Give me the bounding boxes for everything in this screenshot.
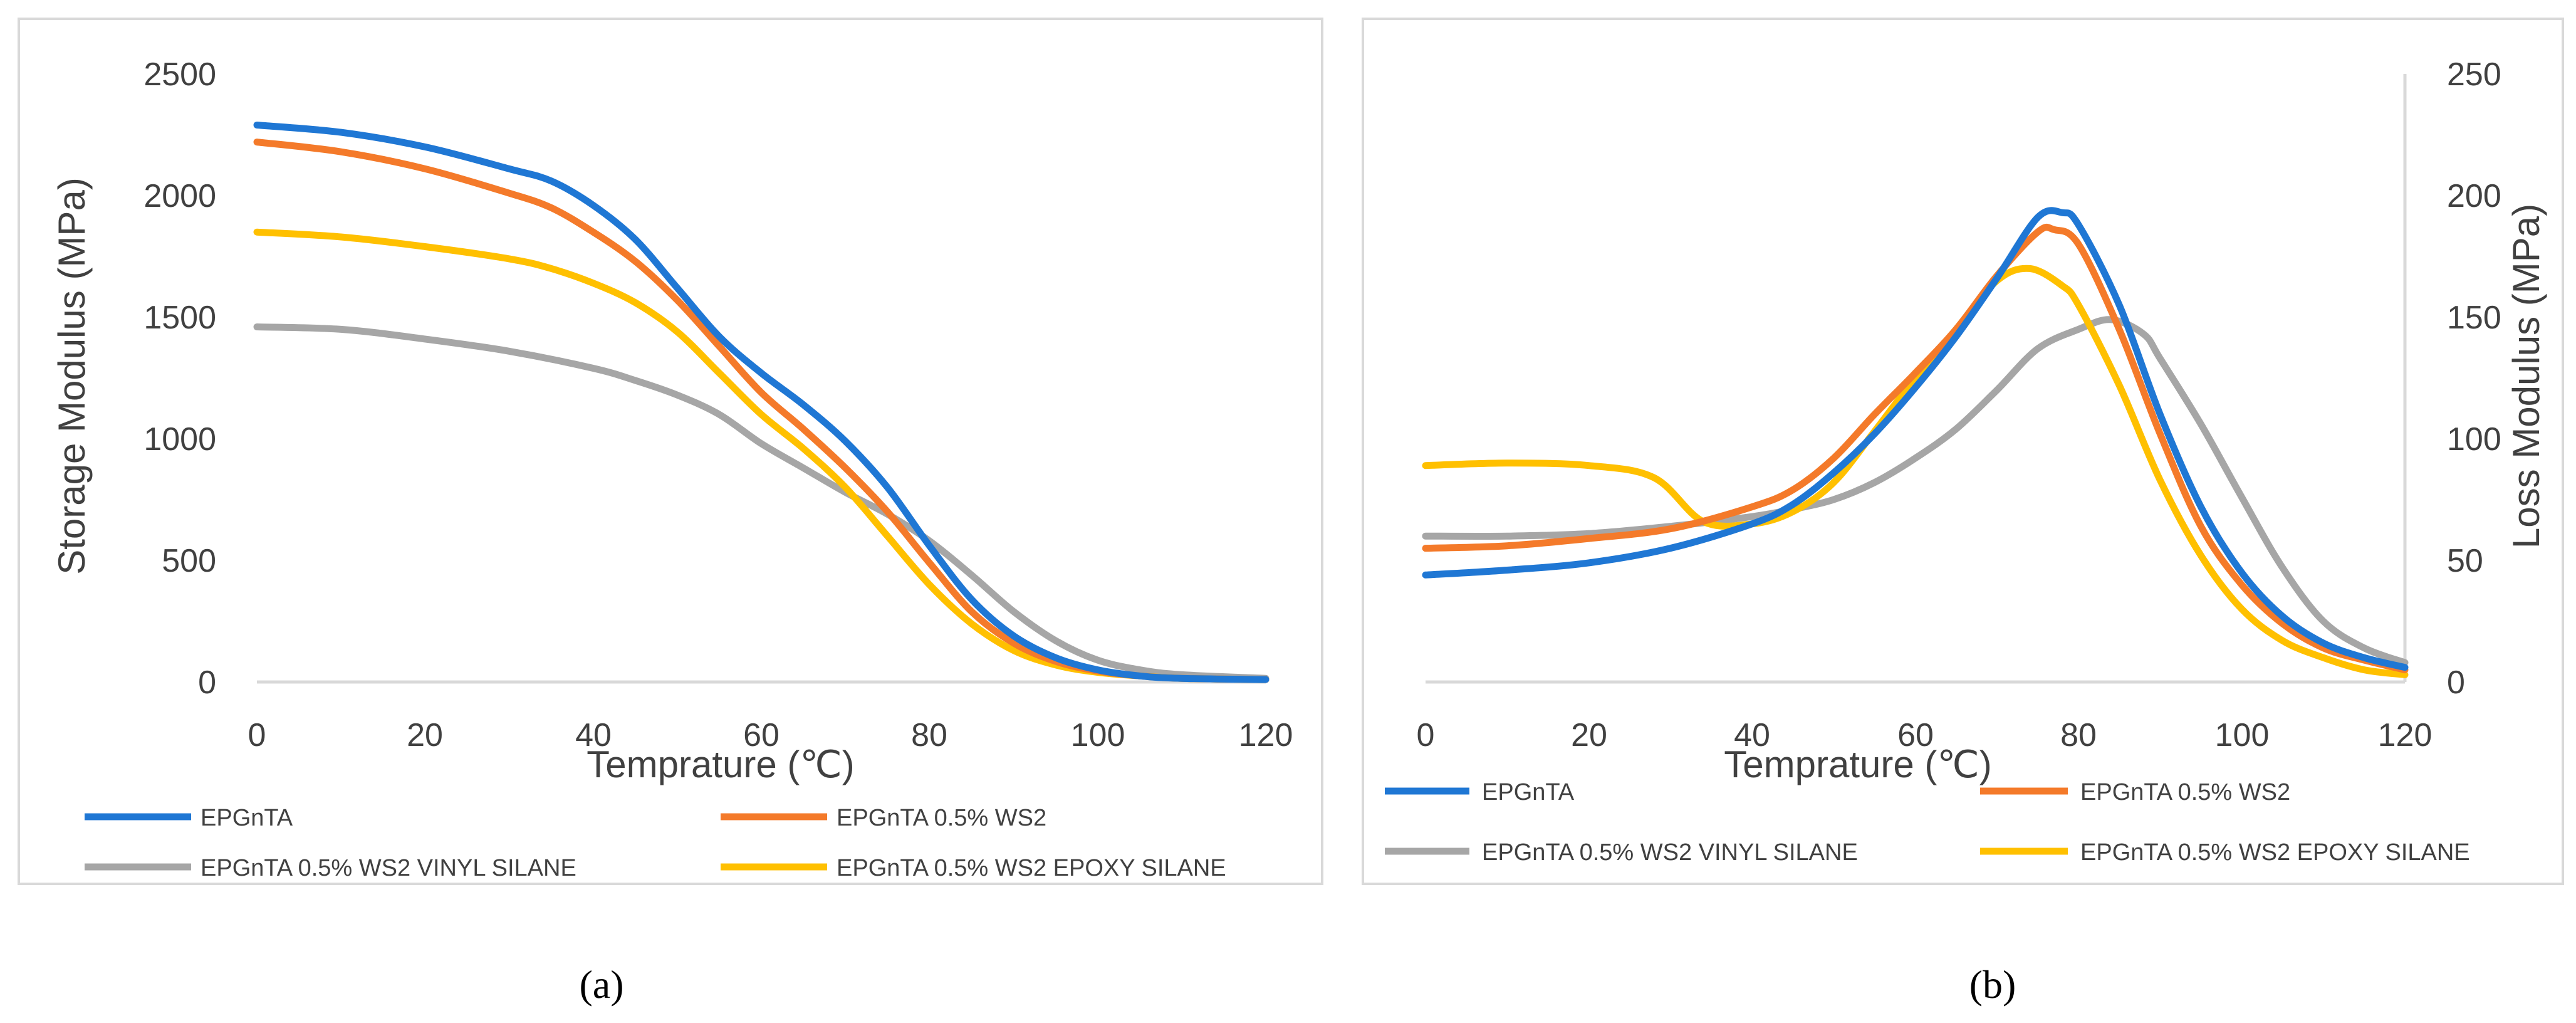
panel-a-frame	[18, 18, 1323, 885]
panel-a-x-tick: 40	[575, 717, 612, 753]
panel-b-x-axis-title: Temprature (℃)	[1724, 743, 1991, 785]
panel-b-y-tick: 50	[2447, 543, 2483, 579]
panel-b-y-tick: 100	[2447, 421, 2501, 458]
panel-b-x-tick: 40	[1734, 717, 1770, 753]
panel-a-x-tick: 100	[1071, 717, 1125, 753]
panel-a-legend: EPGnTA EPGnTA 0.5% WS2 EPGnTA 0.5% WS2 V…	[85, 805, 1226, 881]
panel-a-series	[253, 122, 1270, 683]
panel-b-x-tick: 100	[2215, 717, 2270, 753]
panel-a-y-ticks: 0 500 1000 1500 2000 2500	[143, 56, 216, 701]
panel-b-legend-label: EPGnTA 0.5% WS2	[2080, 779, 2290, 805]
panel-b: 0 50 100 150 200 250 0 20 40 60 80 100 1…	[1362, 18, 2564, 1007]
panel-a-y-tick: 1500	[143, 300, 216, 336]
panel-a-x-tick: 60	[743, 717, 780, 753]
panel-a-legend-label: EPGnTA 0.5% WS2 EPOXY SILANE	[837, 855, 1226, 881]
panel-b-legend-label: EPGnTA	[1482, 779, 1575, 805]
panel-b-y-tick: 0	[2447, 664, 2465, 701]
panel-b-series-line-epgnta	[1422, 207, 2409, 671]
panel-a: 0 500 1000 1500 2000 2500 0 20 40 60 80 …	[18, 18, 1323, 1007]
panel-b-y-tick: 150	[2447, 300, 2501, 336]
panel-b-x-tick: 80	[2060, 717, 2097, 753]
panel-b-series	[1422, 207, 2409, 678]
panel-a-y-tick: 500	[162, 543, 216, 579]
panel-b-legend-label: EPGnTA 0.5% WS2 EPOXY SILANE	[2080, 839, 2470, 866]
panel-a-x-tick: 80	[911, 717, 947, 753]
panel-a-x-axis-title: Temprature (℃)	[587, 743, 854, 785]
panel-b-legend: EPGnTA EPGnTA 0.5% WS2 EPGnTA 0.5% WS2 V…	[1385, 779, 2470, 866]
panel-b-frame	[1362, 18, 2564, 885]
panel-b-legend-label: EPGnTA 0.5% WS2 VINYL SILANE	[1482, 839, 1858, 866]
panel-b-caption: (b)	[1969, 962, 2016, 1007]
panel-b-x-tick: 0	[1417, 717, 1435, 753]
panel-a-y-axis-title: Storage Modulus (MPa)	[51, 177, 93, 575]
panel-a-legend-label: EPGnTA	[201, 805, 293, 831]
panel-a-legend-label: EPGnTA 0.5% WS2 VINYL SILANE	[201, 855, 576, 881]
panel-a-x-tick: 20	[407, 717, 443, 753]
panel-a-y-tick: 2500	[143, 56, 216, 93]
panel-a-y-tick: 0	[198, 664, 216, 701]
panel-b-x-tick: 120	[2378, 717, 2433, 753]
panel-b-y-tick: 250	[2447, 56, 2501, 93]
panel-b-y-ticks: 0 50 100 150 200 250	[2447, 56, 2501, 701]
panel-a-legend-label: EPGnTA 0.5% WS2	[837, 805, 1046, 831]
panel-a-series-line-epgnta	[253, 122, 1270, 683]
panel-b-y-axis-title: Loss Modulus (MPa)	[2505, 204, 2547, 548]
panel-b-x-tick: 20	[1571, 717, 1607, 753]
panel-a-x-tick: 0	[248, 717, 266, 753]
panel-a-x-ticks: 0 20 40 60 80 100 120	[248, 717, 1293, 753]
panel-b-x-tick: 60	[1897, 717, 1934, 753]
panel-a-caption: (a)	[579, 962, 623, 1007]
panel-b-y-tick: 200	[2447, 178, 2501, 214]
panel-a-y-tick: 2000	[143, 178, 216, 214]
panel-a-series-line-vinyl-silane	[253, 323, 1270, 682]
panel-a-x-tick: 120	[1239, 717, 1293, 753]
panel-a-y-tick: 1000	[143, 421, 216, 458]
panel-b-x-ticks: 0 20 40 60 80 100 120	[1417, 717, 2433, 753]
